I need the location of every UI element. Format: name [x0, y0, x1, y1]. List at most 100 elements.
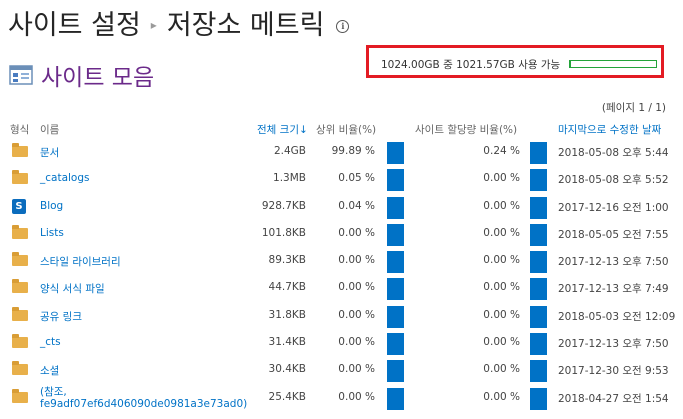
table-row: S Blog 928.7KB 0.04 % 0.00 % 2017-12-16 오전 1:…: [0, 195, 683, 222]
quota-pct-bar: [530, 223, 547, 246]
row-total-size: 30.4KB: [268, 363, 306, 376]
chevron-right-icon: ▸: [150, 18, 157, 32]
column-header-total-size[interactable]: 전체 크기↓: [257, 124, 308, 136]
row-parent-pct: 0.00 %: [338, 363, 375, 376]
row-modified: 2018-05-03 오전 12:09: [558, 310, 676, 323]
folder-icon: [12, 279, 28, 294]
row-modified: 2018-05-05 오전 7:55: [558, 228, 669, 241]
site-collection-icon: [9, 65, 33, 85]
quota-pct-bar: [530, 196, 547, 219]
quota-pct-bar: [530, 251, 547, 274]
folder-icon: [12, 143, 28, 158]
folder-icon-glyph: [12, 361, 28, 376]
row-quota-pct: 0.00 %: [483, 254, 520, 267]
breadcrumb: 사이트 설정 ▸ 저장소 메트릭 i: [8, 2, 350, 42]
row-name-link[interactable]: 문서: [40, 147, 60, 159]
section-header: 사이트 모음: [9, 58, 154, 92]
quota-pct-bar: [530, 305, 547, 328]
row-parent-pct: 0.05 %: [338, 172, 375, 185]
folder-icon-glyph: [12, 388, 28, 403]
row-quota-pct: 0.00 %: [483, 199, 520, 212]
quota-pct-bar: [530, 360, 547, 383]
table-row: Lists 101.8KB 0.00 % 0.00 % 2018-05-05 오전 7:…: [0, 222, 683, 249]
quota-pct-bar: [530, 387, 547, 410]
row-parent-pct: 0.00 %: [338, 336, 375, 349]
folder-icon-glyph: [12, 224, 28, 239]
row-name-link[interactable]: Lists: [40, 226, 64, 239]
parent-pct-bar: [387, 387, 404, 410]
row-quota-pct: 0.00 %: [483, 281, 520, 294]
row-quota-pct: 0.00 %: [483, 336, 520, 349]
row-name-link[interactable]: 양식 서식 파일: [40, 283, 105, 296]
row-name-link[interactable]: Blog: [40, 199, 64, 212]
folder-icon-glyph: [12, 306, 28, 321]
row-total-size: 25.4KB: [268, 390, 306, 403]
folder-icon-glyph: [12, 279, 28, 294]
table-row: (참조, fe9adf07ef6d406090de0981a3e73ad0) 25.…: [0, 386, 683, 413]
parent-pct-bar: [387, 360, 404, 383]
row-total-size: 44.7KB: [268, 281, 306, 294]
row-total-size: 31.4KB: [268, 336, 306, 349]
row-total-size: 89.3KB: [268, 254, 306, 267]
row-quota-pct: 0.24 %: [483, 145, 520, 157]
column-header-quota-pct: 사이트 할당량 비율(%): [415, 124, 518, 136]
folder-icon: [12, 252, 28, 267]
row-modified: 2017-12-16 오전 1:00: [558, 201, 669, 214]
row-parent-pct: 0.00 %: [338, 390, 375, 403]
breadcrumb-root[interactable]: 사이트 설정: [8, 9, 141, 41]
row-name-link[interactable]: _catalogs: [40, 172, 90, 185]
row-quota-pct: 0.00 %: [483, 172, 520, 185]
row-total-size: 1.3MB: [273, 172, 306, 185]
row-modified: 2017-12-13 오후 7:49: [558, 283, 669, 296]
quota-pct-bar: [530, 142, 547, 164]
column-header-modified[interactable]: 마지막으로 수정한 날짜: [558, 124, 662, 136]
row-quota-pct: 0.00 %: [483, 390, 520, 403]
parent-pct-bar: [387, 142, 404, 164]
table-row: _catalogs 1.3MB 0.05 % 0.00 % 2018-05-08 오후 …: [0, 167, 683, 194]
row-parent-pct: 0.00 %: [338, 281, 375, 294]
row-quota-pct: 0.00 %: [483, 308, 520, 321]
folder-icon-glyph: [12, 252, 28, 267]
folder-icon: [12, 170, 28, 185]
quota-pct-bar: [530, 169, 547, 192]
row-modified: 2018-05-08 오후 5:52: [558, 174, 669, 187]
folder-icon: [12, 361, 28, 376]
sharepoint-icon: S: [12, 198, 28, 214]
metrics-table: 문서 2.4GB 99.89 % 0.24 % 2018-05-08 오후 5:44 _c…: [0, 140, 683, 413]
parent-pct-bar: [387, 223, 404, 246]
row-parent-pct: 0.00 %: [338, 308, 375, 321]
quota-pct-bar: [530, 278, 547, 301]
folder-icon: [12, 224, 28, 240]
table-row: 양식 서식 파일 44.7KB 0.00 % 0.00 % 2017-12-13 오후 …: [0, 276, 683, 303]
row-name-link[interactable]: (참조, fe9adf07ef6d406090de0981a3e73ad0): [40, 385, 248, 410]
table-row: 스타일 라이브러리 89.3KB 0.00 % 0.00 % 2017-12-13 오후…: [0, 249, 683, 276]
parent-pct-bar: [387, 333, 404, 356]
table-row: 공유 링크 31.8KB 0.00 % 0.00 % 2018-05-03 오전 12:…: [0, 304, 683, 331]
parent-pct-bar: [387, 305, 404, 328]
row-parent-pct: 99.89 %: [331, 145, 375, 157]
row-total-size: 928.7KB: [261, 199, 306, 212]
parent-pct-bar: [387, 196, 404, 219]
row-name-link[interactable]: _cts: [40, 336, 61, 349]
folder-icon: [12, 334, 28, 349]
row-name-link[interactable]: 소셜: [40, 365, 60, 378]
column-header-parent-pct: 상위 비율(%): [316, 124, 377, 136]
row-modified: 2018-04-27 오전 1:54: [558, 392, 669, 405]
row-modified: 2018-05-08 오후 5:44: [558, 147, 669, 159]
row-name-link[interactable]: 공유 링크: [40, 310, 82, 323]
parent-pct-bar: [387, 278, 404, 301]
table-row: 소셜 30.4KB 0.00 % 0.00 % 2017-12-30 오전 9:53: [0, 358, 683, 385]
row-quota-pct: 0.00 %: [483, 226, 520, 239]
folder-icon-glyph: [12, 170, 28, 185]
row-modified: 2017-12-13 오후 7:50: [558, 338, 669, 351]
folder-icon-glyph: [12, 143, 28, 157]
sharepoint-icon-glyph: S: [12, 198, 26, 214]
pager: (페이지 1 / 1): [601, 102, 666, 114]
row-parent-pct: 0.00 %: [338, 254, 375, 267]
row-total-size: 101.8KB: [261, 226, 306, 239]
folder-icon-glyph: [12, 334, 28, 349]
row-name-link[interactable]: 스타일 라이브러리: [40, 256, 121, 269]
folder-icon: [12, 388, 28, 404]
info-icon[interactable]: i: [336, 19, 350, 33]
row-modified: 2017-12-30 오전 9:53: [558, 365, 669, 378]
